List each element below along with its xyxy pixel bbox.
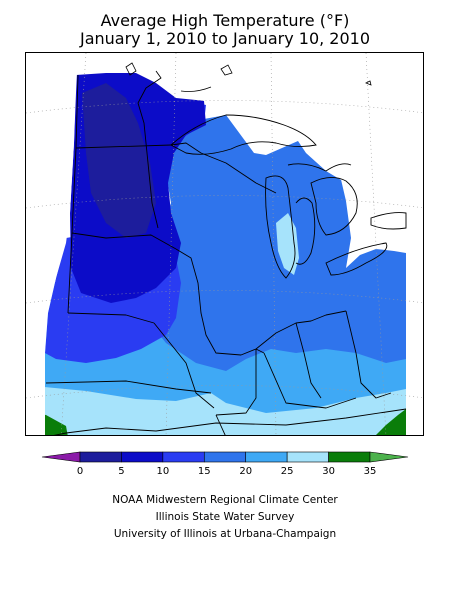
legend-tick-label: 30 — [322, 466, 335, 477]
lake-michigan-warm-area — [276, 213, 299, 275]
northern-islands — [125, 62, 372, 92]
legend-swatch — [328, 451, 371, 463]
temperature-map — [25, 52, 424, 436]
legend-color-bars — [41, 451, 409, 463]
band-35-plus-east — [376, 409, 406, 435]
legend-swatch — [162, 451, 205, 463]
lake-superior — [170, 114, 317, 155]
legend-arrow-low — [41, 451, 81, 463]
legend-tick-label: 5 — [118, 466, 124, 477]
legend-arrow-high — [369, 451, 409, 463]
legend-tick-label: 10 — [156, 466, 169, 477]
legend-swatch — [121, 451, 164, 463]
canada-unshaded-region — [26, 53, 423, 435]
band-30-35 — [26, 386, 406, 435]
lake-ontario — [370, 212, 407, 230]
great-lakes — [170, 114, 407, 279]
credit-line-2: Illinois State Water Survey — [155, 511, 295, 523]
map-date-range: January 1, 2010 to January 10, 2010 — [79, 29, 371, 48]
color-legend: 0 5 10 15 20 25 30 35 — [41, 451, 409, 477]
legend-tick-label: 20 — [239, 466, 252, 477]
legend-swatch — [79, 451, 122, 463]
credit-line-1: NOAA Midwestern Regional Climate Center — [112, 494, 338, 506]
legend-swatch — [203, 451, 247, 463]
lake-michigan — [265, 175, 296, 279]
band-20-25 — [146, 115, 406, 371]
northwest-unshaded-corner — [26, 53, 78, 435]
lake-huron — [310, 177, 358, 236]
credit-line-3: University of Illinois at Urbana-Champai… — [113, 528, 337, 540]
map-svg — [26, 53, 423, 435]
map-title: Average High Temperature (°F) — [100, 11, 350, 30]
legend-tick-label: 25 — [281, 466, 294, 477]
legend-tick-label: 35 — [364, 466, 377, 477]
legend-tick-labels: 0 5 10 15 20 25 30 35 — [77, 466, 377, 477]
legend-swatch — [245, 451, 288, 463]
legend-tick-label: 0 — [77, 466, 83, 477]
lake-erie — [325, 242, 388, 276]
legend-swatch — [286, 451, 329, 463]
band-5-10 — [82, 83, 156, 238]
state-boundaries — [45, 70, 407, 435]
legend-tick-label: 15 — [198, 466, 211, 477]
